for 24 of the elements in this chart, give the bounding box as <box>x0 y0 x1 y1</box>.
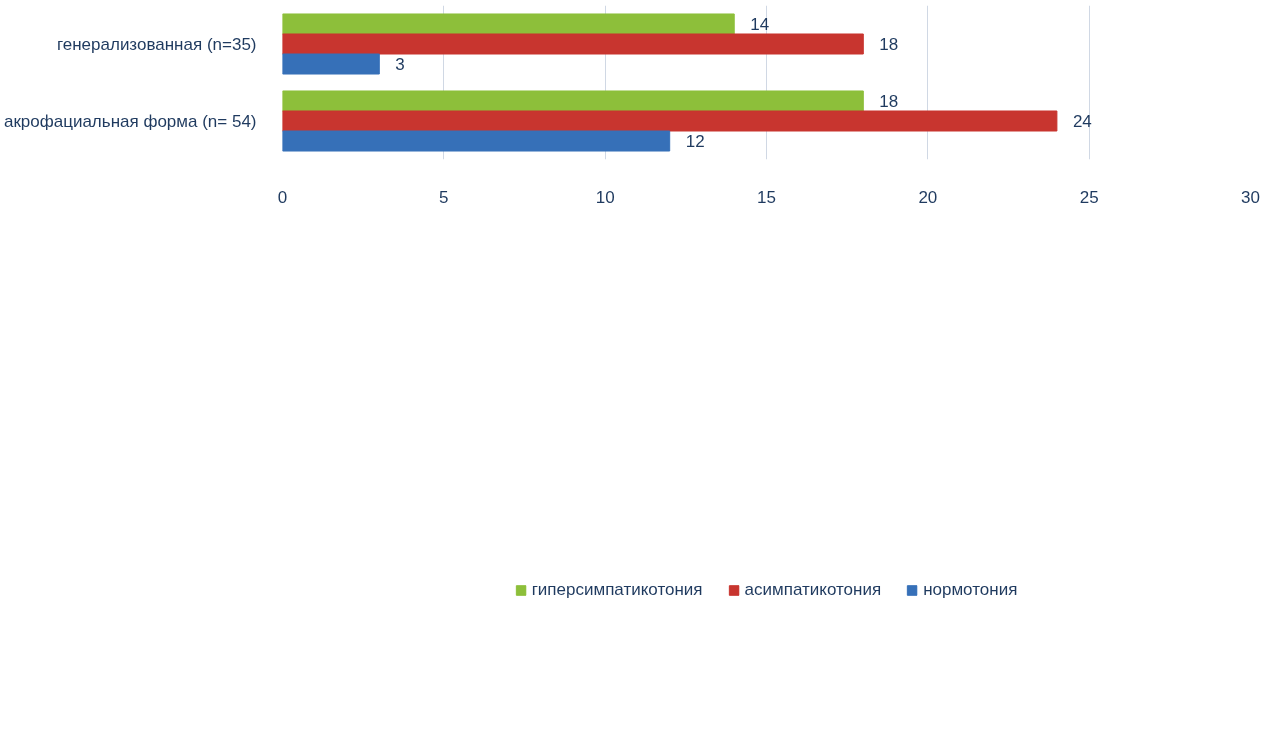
bar <box>282 90 864 112</box>
x-tick-label: 10 <box>595 187 615 207</box>
x-tick-label: 0 <box>277 187 288 207</box>
x-tick-label: 5 <box>439 187 449 207</box>
x-tick-label: 25 <box>1079 187 1099 207</box>
data-label: 18 <box>879 91 899 111</box>
x-tick-label: 20 <box>918 187 938 207</box>
data-label: 3 <box>395 55 405 75</box>
y-tick-label: генерализованная (n=35) <box>56 34 257 54</box>
data-label: 18 <box>879 35 899 54</box>
data-label: 24 <box>1072 112 1092 131</box>
legend-label: асимпатикотония <box>744 580 882 600</box>
bar <box>282 130 671 152</box>
bar <box>282 110 1058 132</box>
bar <box>282 13 735 35</box>
x-tick-label: 30 <box>1241 187 1260 207</box>
legend-label: гиперсимпатикотония <box>531 580 703 600</box>
legend-label: нормотония <box>923 580 1018 600</box>
data-label: 12 <box>685 132 705 152</box>
bar <box>282 33 864 55</box>
data-label: 14 <box>750 14 770 34</box>
y-tick-label: акрофациальная форма (n= 54) <box>3 111 257 131</box>
bar <box>282 53 380 75</box>
x-tick-label: 15 <box>757 187 776 207</box>
